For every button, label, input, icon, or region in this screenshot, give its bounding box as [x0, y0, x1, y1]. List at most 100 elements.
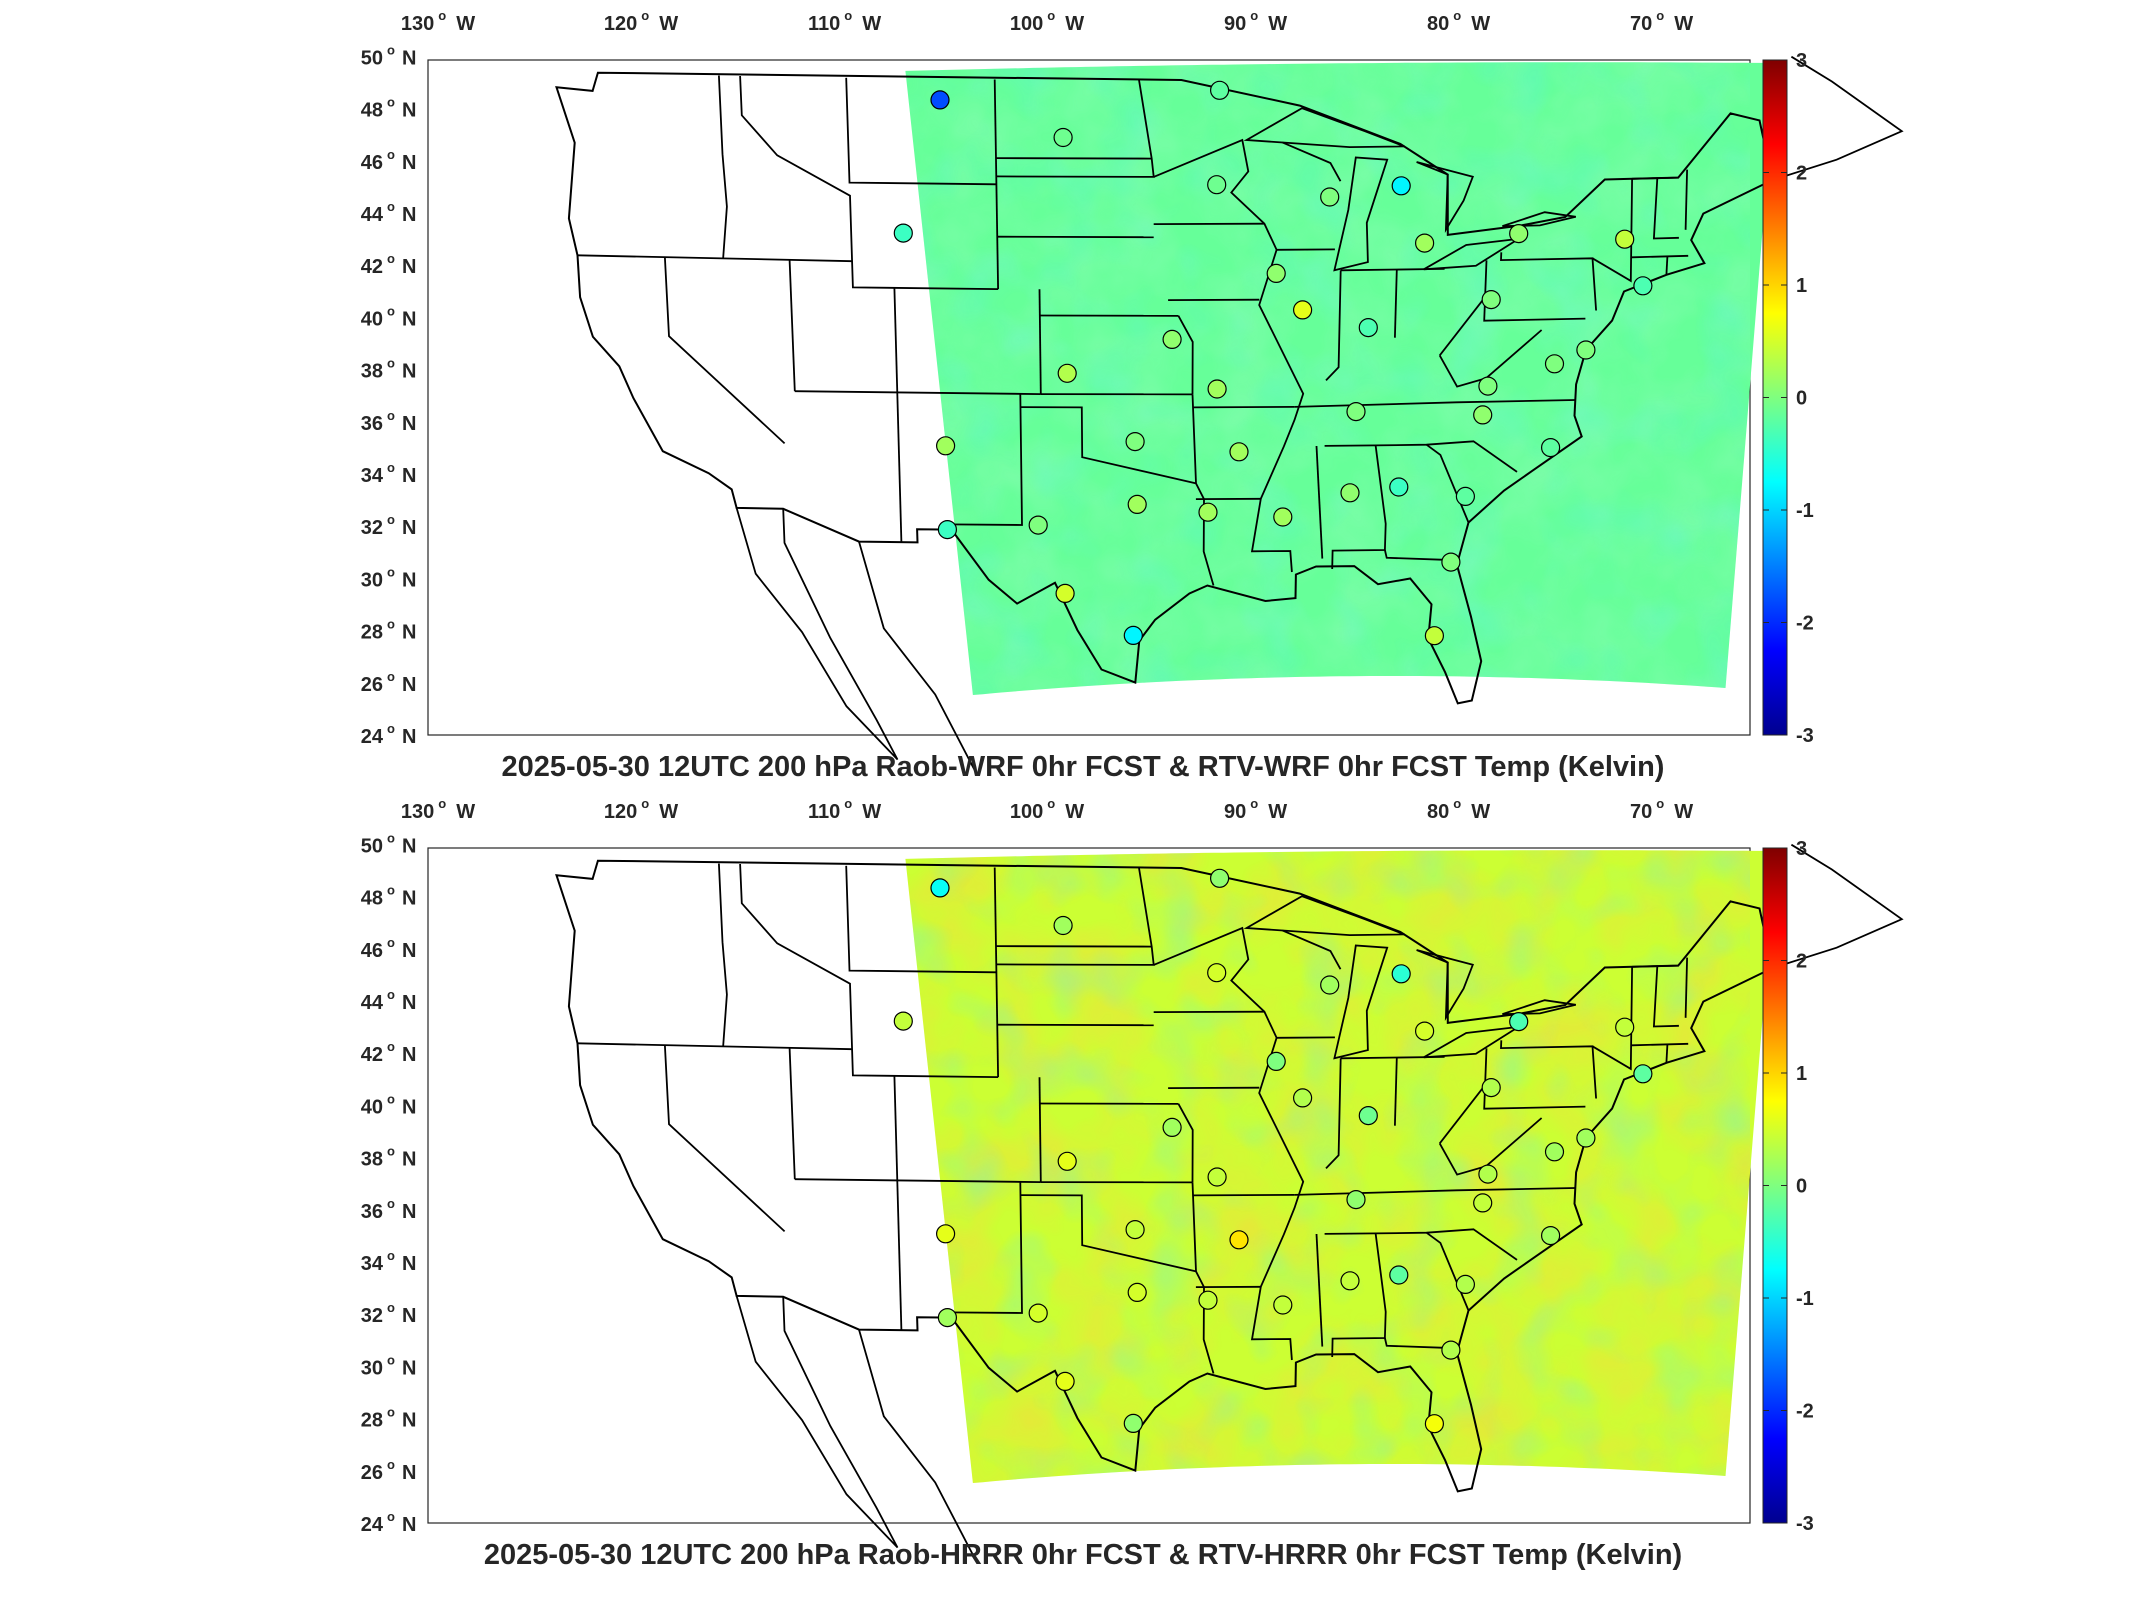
station-marker [1478, 1164, 1498, 1184]
station-marker [1340, 483, 1360, 503]
lat-hemisphere: N [402, 1096, 416, 1118]
state-line [1438, 1117, 1543, 1176]
state-line [794, 1178, 1041, 1183]
degree-mark: o [438, 8, 446, 23]
state-line [997, 1023, 1154, 1027]
station-marker [935, 436, 956, 456]
lat-hemisphere: N [402, 1149, 416, 1171]
station-marker [1207, 175, 1227, 195]
state-line [1394, 1057, 1398, 1126]
lat-hemisphere: N [402, 204, 416, 226]
station-marker [1481, 1077, 1501, 1098]
state-line [893, 287, 903, 543]
lon-hemisphere: W [1471, 13, 1490, 35]
lat-tick-label: 28 [361, 1410, 383, 1432]
state-line [1177, 1103, 1194, 1183]
lat-hemisphere: N [402, 569, 416, 591]
lon-tick-label: 120 [604, 801, 637, 823]
degree-mark: o [1047, 8, 1055, 23]
station-marker [1576, 1128, 1596, 1148]
map-panel-wrf: 130 o W 120 o W 110 o W 100 o W 90 o W 80 o W 70 o W 50 o N48 o… [361, 8, 1904, 783]
lat-tick-label: 30 [361, 569, 383, 591]
panel-title: 2025-05-30 12UTC 200 hPa Raob-WRF 0hr FC… [502, 751, 1665, 783]
lat-tick-label: 30 [361, 1357, 383, 1379]
station-marker [1544, 1142, 1565, 1162]
state-line [1631, 254, 1689, 259]
station-marker [1229, 1230, 1249, 1250]
state-line [718, 863, 728, 1047]
degree-mark: o [387, 1196, 395, 1211]
state-line [1192, 1194, 1295, 1197]
lat-tick-label: 42 [361, 256, 383, 278]
lat-tick-label: 48 [361, 100, 383, 122]
state-line [997, 235, 1154, 239]
station-marker [1123, 625, 1143, 646]
station-marker [930, 90, 950, 110]
degree-mark: o [387, 1091, 395, 1106]
lon-tick-label: 80 [1427, 801, 1449, 823]
state-line [577, 254, 853, 263]
state-line [993, 79, 999, 290]
lon-hemisphere: W [1065, 801, 1084, 823]
degree-mark: o [387, 935, 395, 950]
state-line [788, 260, 796, 392]
state-line [1294, 1187, 1576, 1196]
lat-tick-label: 40 [361, 1096, 383, 1118]
baja-coast [735, 507, 899, 761]
colorbar-tick-label: 0 [1796, 388, 1807, 410]
degree-mark: o [387, 1144, 395, 1159]
state-line [1592, 178, 1633, 283]
state-line [1294, 399, 1576, 408]
degree-mark: o [1656, 8, 1664, 23]
station-marker [1473, 1193, 1493, 1213]
state-line [577, 1042, 853, 1051]
station-marker [1273, 507, 1293, 527]
station-marker [1162, 329, 1182, 349]
station-marker [1414, 233, 1435, 253]
station-marker [1346, 402, 1366, 422]
lat-hemisphere: N [402, 1253, 416, 1275]
colorbar-tick-labels: 3 2 1 0 -1 -2 -3 [1763, 838, 1814, 1535]
longitude-tick-labels: 130 o W 120 o W 110 o W 100 o W 90 o W 80 o W 70 o W [401, 796, 1693, 823]
degree-mark: o [387, 42, 395, 57]
state-line [1438, 1084, 1486, 1144]
station-marker [1346, 1189, 1366, 1210]
lat-hemisphere: N [402, 517, 416, 539]
station-marker [1509, 224, 1529, 244]
colorbar-tick-labels: 3 2 1 0 -1 -2 -3 [1763, 50, 1814, 747]
station-marker [1057, 363, 1077, 383]
state-boundaries [555, 55, 1904, 774]
state-line [1153, 926, 1305, 1361]
station-marker [1391, 176, 1411, 196]
coastline [555, 859, 1774, 1493]
colorbar-tick-label: 0 [1796, 1176, 1807, 1198]
state-line [1192, 406, 1295, 409]
state-line [845, 865, 997, 974]
latitude-tick-labels: 50 o N48 o N46 o N44 o N42 o N40 o N38 o N36 o N34 o N32 o N… [361, 42, 417, 748]
state-line [1394, 269, 1398, 338]
degree-mark: o [387, 617, 395, 632]
state-line [1665, 256, 1669, 275]
lat-hemisphere: N [402, 1201, 416, 1223]
state-line [949, 393, 1023, 526]
state-line [1325, 270, 1342, 382]
lon-hemisphere: W [1674, 13, 1693, 35]
station-marker [1266, 1051, 1286, 1072]
station-marker [1441, 552, 1461, 572]
station-marker [1266, 263, 1286, 283]
station-marker [1320, 975, 1340, 995]
state-line [1315, 445, 1324, 559]
station-marker [1540, 1225, 1561, 1246]
degree-mark: o [844, 796, 852, 811]
raob-stations [893, 80, 1653, 646]
station-marker [1414, 1021, 1435, 1041]
state-line [1500, 252, 1597, 311]
degree-mark: o [844, 8, 852, 23]
lat-tick-label: 38 [361, 1149, 383, 1171]
lat-hemisphere: N [402, 1305, 416, 1327]
longitude-tick-labels: 130 o W 120 o W 110 o W 100 o W 90 o W 80 o W 70 o W [401, 8, 1693, 35]
lat-hemisphere: N [402, 256, 416, 278]
degree-mark: o [387, 356, 395, 371]
great-lake [1243, 895, 1405, 937]
degree-mark: o [1656, 796, 1664, 811]
